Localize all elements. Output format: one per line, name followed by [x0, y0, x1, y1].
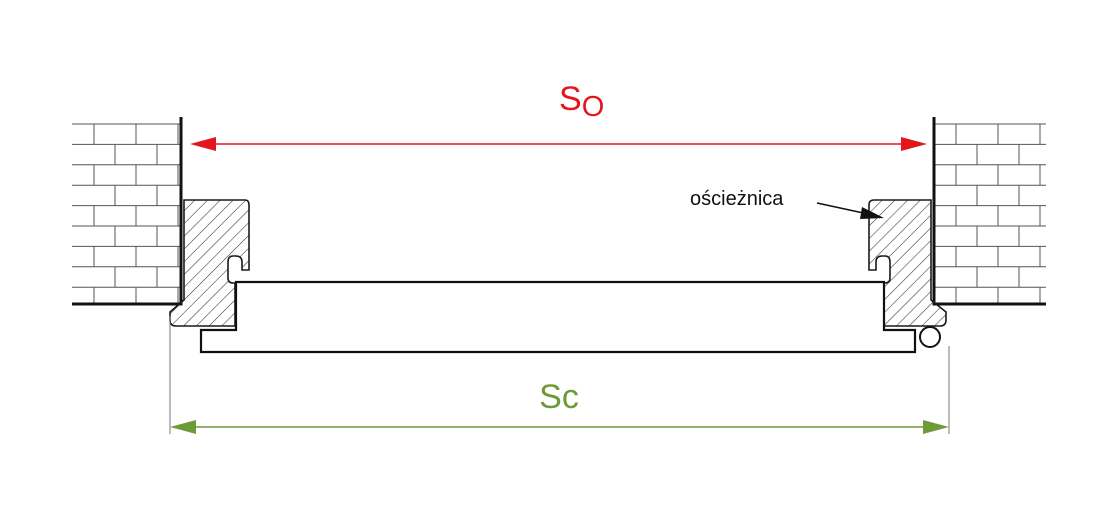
door-leaf	[199, 280, 917, 354]
wall-outline-left	[72, 117, 183, 306]
so-dimension	[190, 137, 927, 151]
frame-label: ościeżnica	[690, 188, 784, 210]
wall-outline-right	[932, 117, 1046, 306]
brick-wall-right	[934, 123, 1046, 304]
door-frame-right	[868, 199, 947, 327]
brick-wall-left	[72, 123, 181, 304]
hinge-circle	[919, 326, 941, 348]
frame-leader-arrow	[816, 202, 884, 219]
so-label: SO	[559, 80, 604, 123]
door-frame-left	[169, 199, 250, 327]
sc-label: Sc	[539, 378, 579, 416]
sc-dimension	[169, 316, 950, 434]
